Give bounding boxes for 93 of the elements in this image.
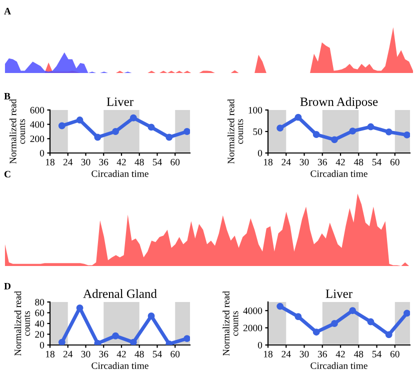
point — [184, 335, 190, 342]
x-tick-label: 30 — [81, 158, 90, 166]
point — [294, 114, 302, 121]
y-axis-title: Normalized read counts — [222, 291, 238, 356]
x-tick-label: 18 — [46, 350, 54, 358]
y-tick-label: 0 — [40, 342, 44, 348]
x-tick-label: 60 — [390, 350, 400, 358]
x-tick-label: 24 — [282, 158, 291, 166]
x-tick-label: 48 — [134, 158, 144, 166]
x-axis-title: Circadian time — [92, 362, 148, 369]
x-tick-label: 42 — [336, 350, 345, 358]
point — [148, 312, 155, 320]
y-tick-label: 2000 — [243, 324, 262, 332]
y-axis-title: Normalized read counts — [14, 291, 30, 356]
point — [367, 318, 374, 326]
point — [349, 307, 356, 314]
y-tick-label: 50 — [253, 128, 262, 135]
x-tick-label: 30 — [300, 350, 309, 358]
y-tick-label: 20 — [35, 331, 44, 338]
y-tick-label: 0 — [40, 150, 44, 156]
x-tick-label: 60 — [390, 158, 400, 166]
y-tick-label: 4000 — [243, 308, 262, 314]
point — [312, 131, 320, 138]
y-axis-title: Normalized read counts — [227, 99, 244, 164]
y-tick-label: 0 — [258, 150, 262, 156]
point — [58, 122, 66, 130]
point — [76, 116, 84, 124]
x-tick-label: 36 — [99, 158, 108, 166]
chart-title: Brown Adipose — [300, 97, 378, 108]
point — [385, 331, 392, 338]
y-tick-label: 0 — [258, 342, 262, 348]
y-tick-label: 600 — [30, 106, 44, 114]
point — [112, 332, 120, 340]
point — [94, 134, 102, 141]
x-tick-label: 18 — [264, 350, 272, 358]
point — [94, 340, 102, 345]
x-tick-label: 54 — [372, 158, 382, 166]
x-tick-label: 48 — [354, 350, 364, 358]
point — [148, 124, 155, 131]
x-tick-label: 30 — [81, 350, 90, 358]
x-tick-label: 24 — [63, 158, 73, 166]
point — [404, 131, 410, 138]
x-tick-label: 42 — [116, 158, 126, 166]
chart-title: Adrenal Gland — [83, 289, 157, 298]
x-tick-label: 54 — [372, 350, 382, 358]
x-tick-label: 36 — [318, 158, 327, 166]
x-tick-label: 54 — [152, 350, 162, 358]
point — [58, 338, 66, 345]
point — [367, 123, 374, 130]
text: A — [4, 8, 11, 14]
x-tick-label: 18 — [264, 158, 272, 166]
x-tick-label: 42 — [336, 158, 345, 166]
x-tick-label: 24 — [282, 350, 291, 358]
x-tick-label: 48 — [134, 350, 144, 358]
text: C — [4, 170, 10, 178]
x-tick-label: 24 — [63, 350, 73, 358]
point — [130, 114, 137, 122]
point — [312, 328, 320, 336]
chart-title: Liver — [106, 98, 134, 106]
point — [166, 134, 173, 141]
point — [276, 124, 284, 132]
x-axis-title: Circadian time — [310, 170, 368, 177]
x-axis-title: Circadian time — [310, 362, 368, 369]
point — [385, 128, 392, 136]
x-tick-label: 48 — [354, 158, 364, 166]
x-axis-title: Circadian time — [92, 170, 148, 177]
y-tick-label: 40 — [34, 320, 44, 327]
x-tick-label: 60 — [170, 158, 180, 166]
point — [184, 128, 190, 135]
x-tick-label: 42 — [116, 350, 126, 358]
point — [276, 302, 284, 310]
y-tick-label: 200 — [30, 136, 44, 142]
x-tick-label: 54 — [152, 158, 162, 166]
point — [130, 338, 137, 345]
y-tick-label: 400 — [30, 121, 44, 128]
x-tick-label: 30 — [300, 158, 309, 166]
point — [349, 128, 356, 135]
y-tick-label: 60 — [35, 310, 44, 316]
text: D — [4, 282, 11, 290]
y-tick-label: 80 — [35, 298, 44, 306]
x-tick-label: 60 — [170, 350, 180, 358]
y-axis-title: Normalized read counts — [9, 99, 26, 164]
y-tick-label: 100 — [248, 106, 262, 114]
point — [294, 313, 302, 320]
x-tick-label: 36 — [99, 350, 108, 358]
point — [330, 136, 338, 144]
text: B — [4, 92, 10, 100]
chart-title: Liver — [326, 290, 352, 298]
point — [112, 128, 120, 135]
point — [330, 320, 338, 327]
point — [404, 310, 410, 317]
x-tick-label: 36 — [318, 350, 327, 358]
x-tick-label: 18 — [46, 158, 54, 166]
